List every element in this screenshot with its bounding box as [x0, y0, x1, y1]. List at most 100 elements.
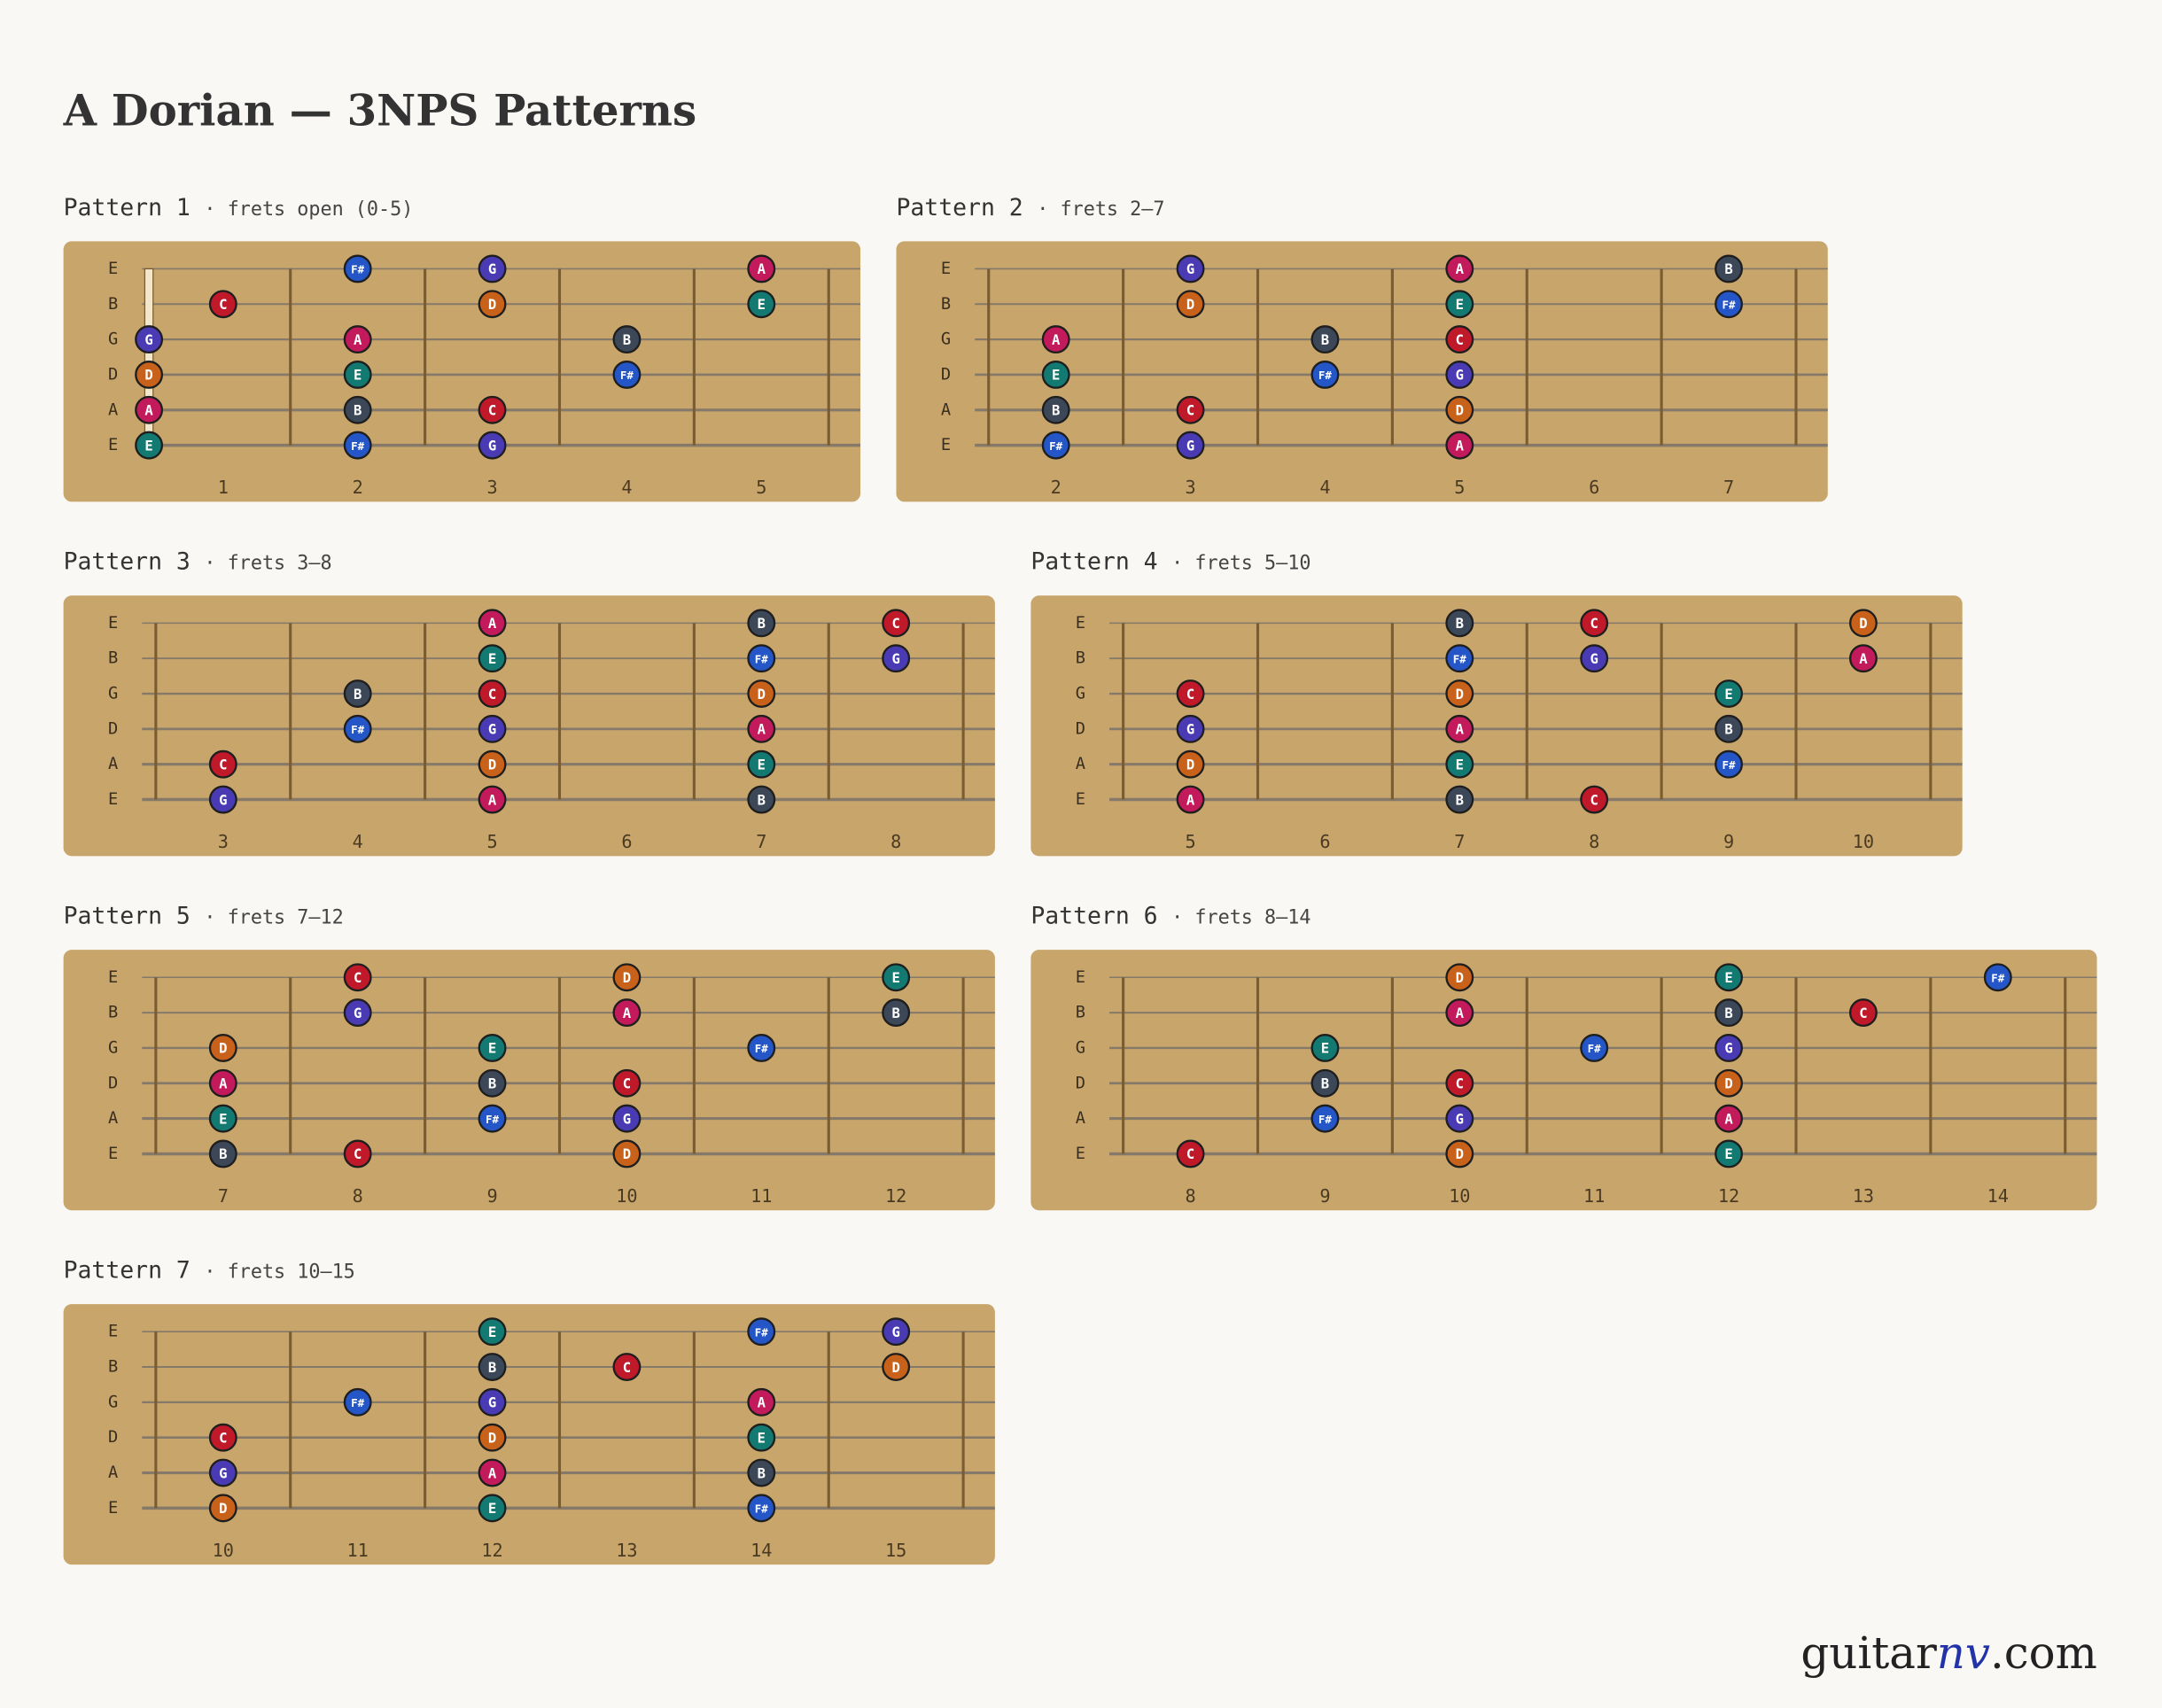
string-label: E	[1076, 968, 1085, 987]
note-dot	[343, 254, 372, 283]
pattern-header: Pattern 6 · frets 8–14	[1030, 903, 1310, 930]
note-dot	[208, 1458, 237, 1487]
note-dot	[747, 609, 776, 638]
note-dot	[208, 1139, 237, 1168]
footer-prefix: guitar	[1800, 1627, 1937, 1679]
fret-number: 6	[1589, 477, 1599, 498]
fret-number: 14	[750, 1540, 772, 1561]
note-dot	[1848, 644, 1878, 673]
pattern-range: · frets 2–7	[1037, 198, 1164, 221]
note-label: B	[354, 687, 362, 703]
string-label: A	[941, 400, 951, 419]
note-dot	[1580, 1033, 1609, 1062]
note-dot	[882, 1353, 911, 1381]
note-dot	[747, 290, 776, 319]
note-label: C	[1590, 616, 1598, 632]
string-label: D	[108, 1428, 118, 1447]
fret-number: 2	[1051, 477, 1062, 498]
string-label: A	[108, 400, 118, 419]
note-dot	[208, 1033, 237, 1062]
note-label: G	[891, 1324, 899, 1340]
note-dot	[1715, 749, 1744, 779]
note-label: G	[354, 1005, 362, 1021]
string-label: G	[108, 685, 118, 703]
note-label: E	[758, 757, 766, 772]
note-label: C	[488, 403, 496, 419]
footer-brand-name: nv	[1937, 1627, 1990, 1679]
note-dot	[1176, 254, 1205, 283]
note-dot	[747, 254, 776, 283]
string-label: G	[941, 330, 951, 349]
note-dot	[1715, 254, 1744, 283]
note-label: F#	[755, 1325, 768, 1339]
fretboard	[63, 241, 861, 502]
note-dot	[343, 325, 372, 354]
note-label: B	[758, 616, 766, 632]
fretboard	[63, 950, 995, 1211]
note-dot	[882, 609, 911, 638]
string-label: B	[108, 295, 118, 314]
note-label: C	[1186, 1146, 1194, 1162]
note-label: E	[144, 438, 152, 454]
note-label: E	[758, 1430, 766, 1446]
note-dot	[343, 395, 372, 424]
note-label: E	[354, 368, 362, 384]
note-label: G	[1186, 261, 1194, 277]
fret-number: 8	[353, 1185, 363, 1207]
string-label: B	[108, 1004, 118, 1022]
note-dot	[1715, 963, 1744, 992]
note-dot	[1715, 1068, 1744, 1098]
note-label: B	[1456, 616, 1464, 632]
note-dot	[1041, 325, 1070, 354]
fret-number: 8	[1185, 1185, 1195, 1207]
note-label: G	[891, 651, 899, 667]
string-label: B	[108, 649, 118, 668]
note-dot	[478, 679, 507, 708]
note-dot	[1715, 1139, 1744, 1168]
note-dot	[1715, 1104, 1744, 1133]
note-label: A	[623, 1005, 632, 1021]
string-label: E	[1076, 790, 1085, 809]
note-dot	[747, 1033, 776, 1062]
string-label: B	[941, 295, 951, 314]
note-dot	[1445, 644, 1474, 673]
note-dot	[1848, 998, 1878, 1028]
pattern-title: Pattern 7	[64, 1256, 191, 1284]
string-label: E	[108, 1323, 118, 1341]
pattern-title: Pattern 6	[1030, 903, 1157, 930]
note-dot	[1715, 714, 1744, 743]
fret-number: 5	[486, 831, 497, 852]
note-dot	[1445, 679, 1474, 708]
note-label: A	[488, 616, 497, 632]
note-dot	[208, 1494, 237, 1523]
note-label: C	[623, 1360, 631, 1376]
note-label: B	[1724, 1005, 1732, 1021]
pattern-header: Pattern 3 · frets 3–8	[64, 548, 332, 576]
note-label: A	[1052, 332, 1061, 348]
string-label: B	[1076, 1004, 1085, 1022]
note-label: F#	[1588, 1042, 1601, 1055]
note-dot	[1176, 431, 1205, 460]
fretboard	[1030, 950, 2097, 1211]
note-dot	[1176, 785, 1205, 814]
note-label: D	[1456, 970, 1464, 986]
note-label: B	[1052, 403, 1060, 419]
fret-number: 4	[621, 477, 632, 498]
note-dot	[1310, 1068, 1340, 1098]
note-label: E	[488, 651, 496, 667]
note-label: B	[1456, 792, 1464, 808]
fret-number: 7	[218, 1185, 229, 1207]
note-label: A	[1186, 792, 1195, 808]
note-label: G	[488, 438, 496, 454]
note-label: G	[1590, 651, 1598, 667]
note-dot	[1715, 679, 1744, 708]
note-label: C	[1456, 332, 1464, 348]
pattern-range: · frets open (0-5)	[204, 198, 413, 221]
note-dot	[343, 998, 372, 1028]
note-label: C	[219, 757, 227, 772]
note-dot	[478, 1104, 507, 1133]
note-label: F#	[486, 1113, 499, 1126]
